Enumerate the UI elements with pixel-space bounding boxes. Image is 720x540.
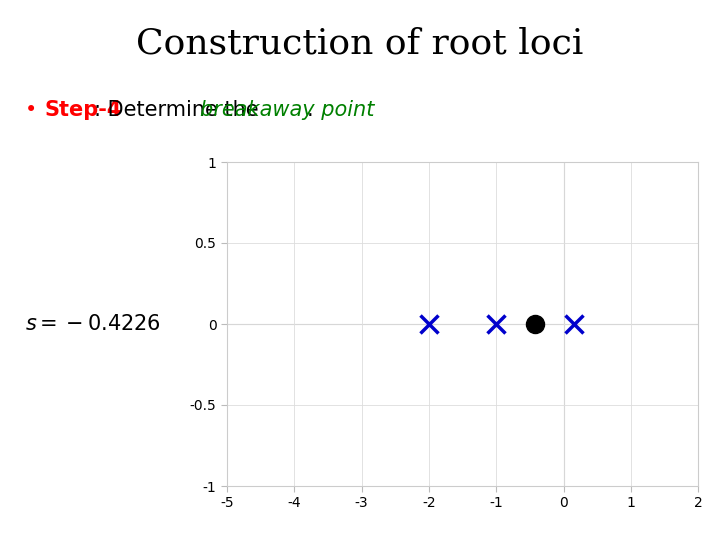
Text: Construction of root loci: Construction of root loci: [136, 27, 584, 61]
Text: breakaway point: breakaway point: [200, 100, 374, 120]
Text: : Determine the: : Determine the: [94, 100, 265, 120]
Text: Step-4: Step-4: [45, 100, 122, 120]
Text: .: .: [307, 100, 313, 120]
Text: •: •: [25, 100, 37, 120]
Text: $s = -0.4226$: $s = -0.4226$: [25, 314, 161, 334]
